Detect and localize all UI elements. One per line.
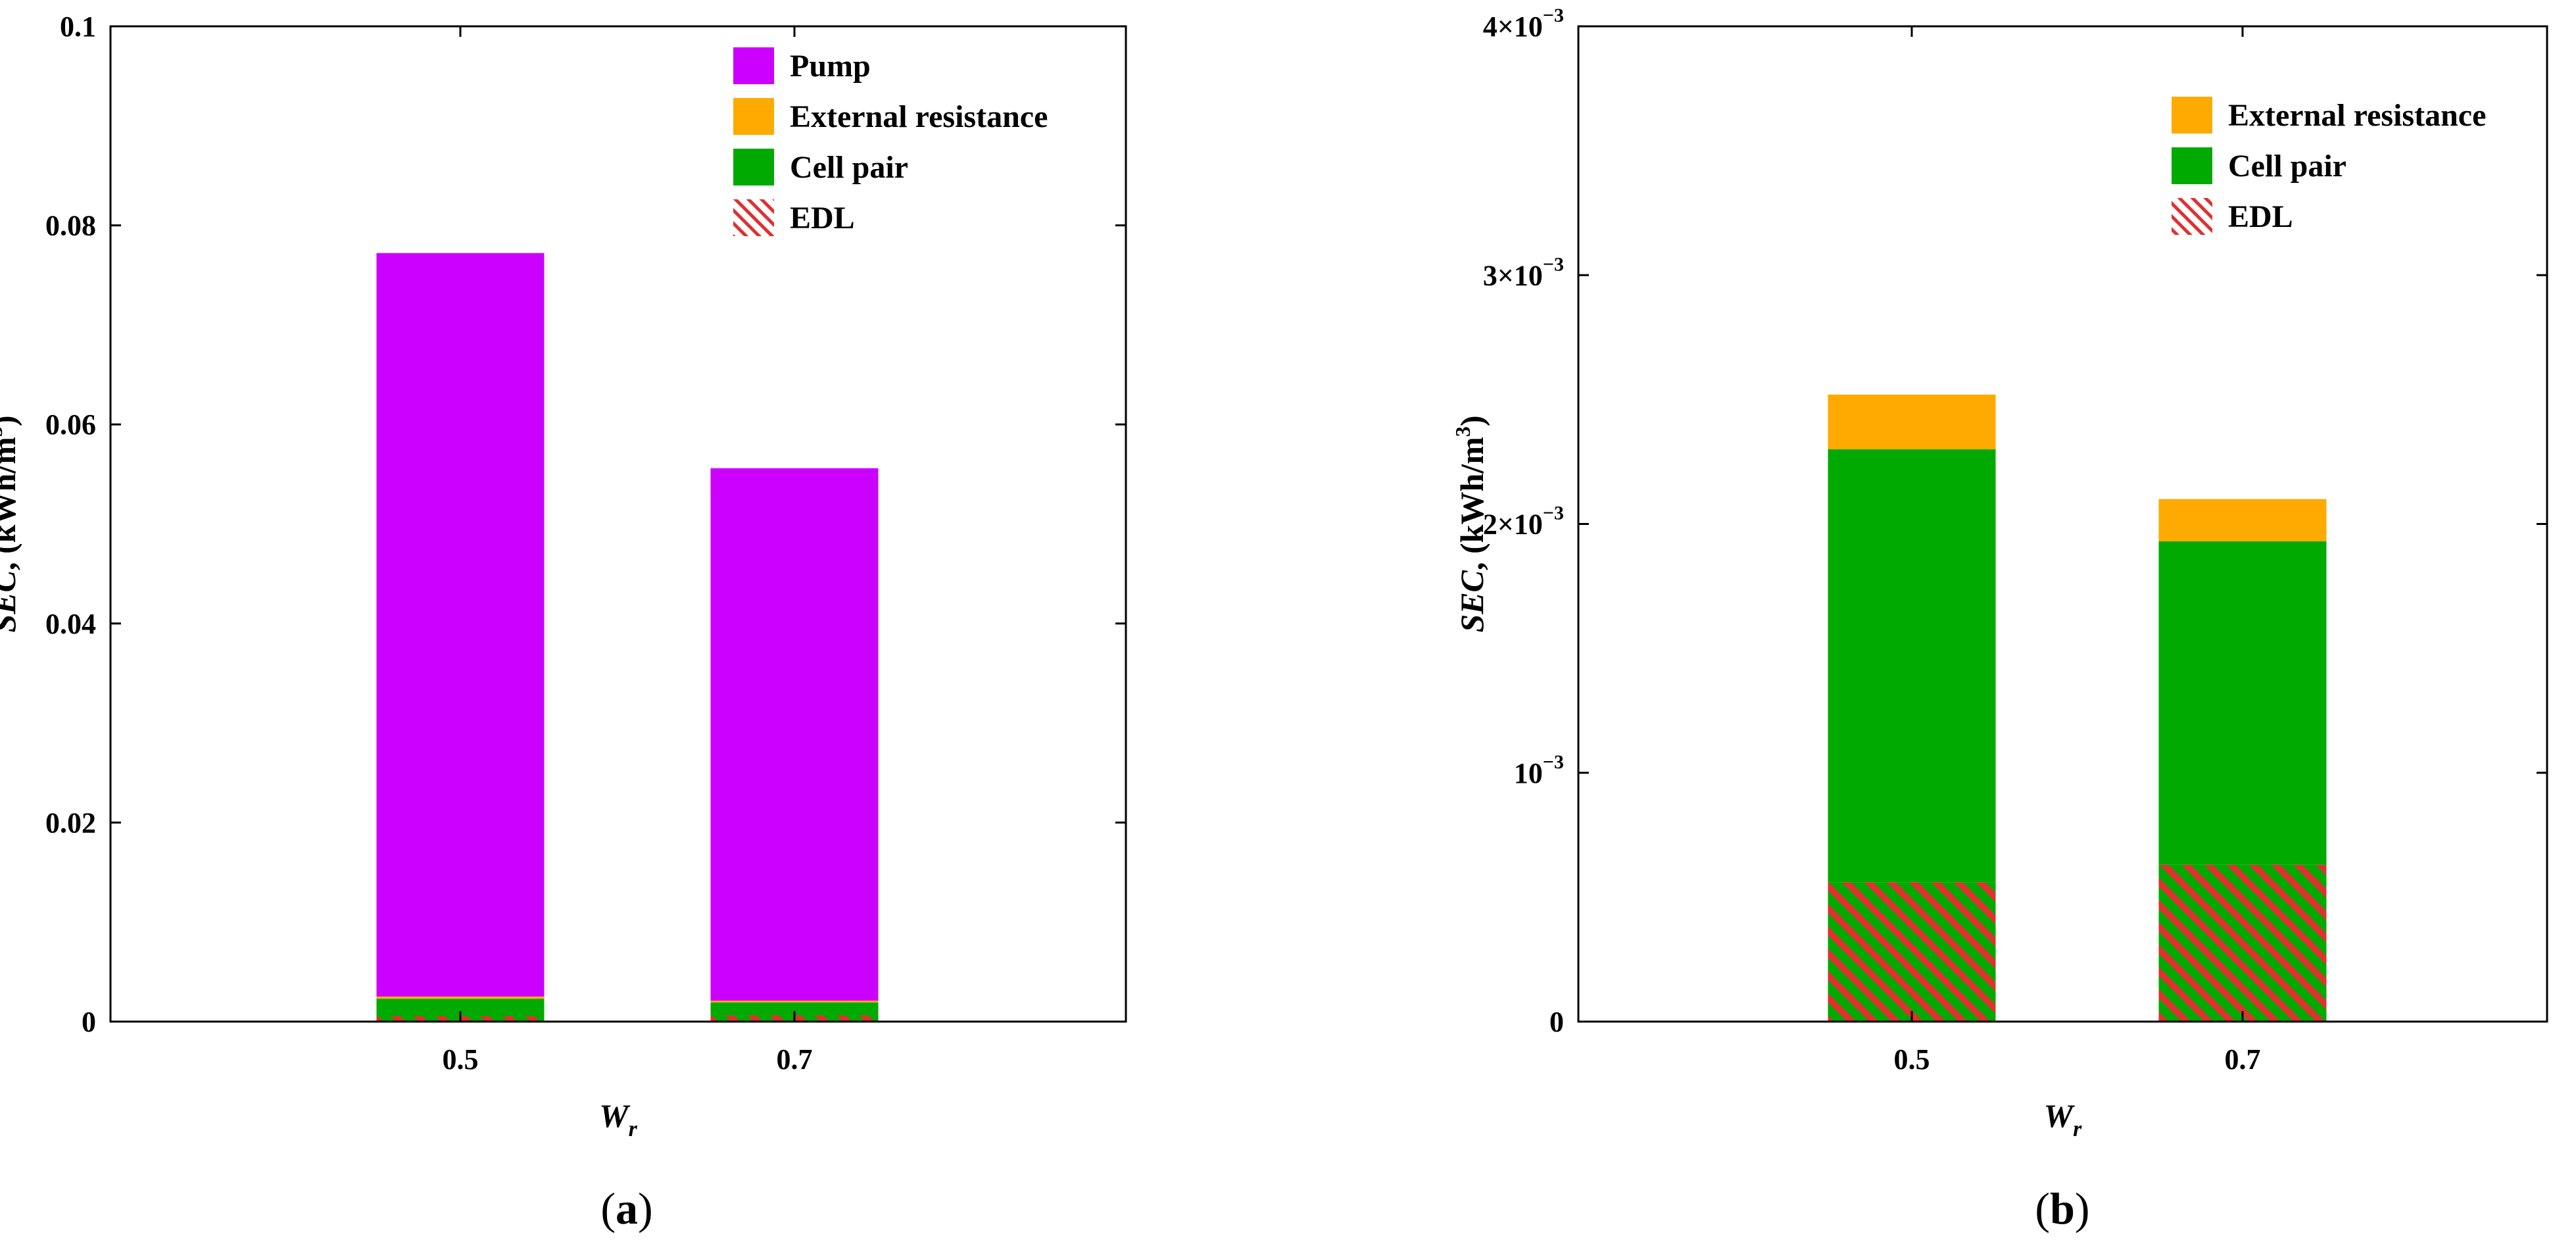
legend-swatch-b-edl [2172, 198, 2212, 235]
plot-frame-a [109, 25, 1127, 1023]
plot-frame-b [1577, 25, 2548, 1023]
legend-label-a-pump: Pump [790, 49, 871, 84]
y-tick-label-a: 0.04 [45, 608, 96, 640]
bar-b-cell-pair-0-5 [1828, 449, 1996, 883]
panel-label-a: (a) [600, 1183, 652, 1233]
bar-b-edl-0-7 [2158, 864, 2327, 1022]
legend-label-b-external-resistance: External resistance [2228, 98, 2486, 133]
bar-a-cell-pair-0-7 [710, 1002, 879, 1016]
y-axis-title-a: SEC, (kWh/m3) [0, 416, 22, 633]
legend-swatch-a-pump [733, 47, 774, 84]
y-tick-label-a: 0 [82, 1006, 96, 1038]
legend-label-a-external-resistance: External resistance [790, 99, 1048, 134]
bar-a-pump-0-7 [710, 468, 879, 1001]
y-tick-label-b: 0 [1549, 1006, 1564, 1038]
x-axis-title-a: Wr [599, 1097, 637, 1141]
y-axis-title-b: SEC, (kWh/m3) [1451, 416, 1490, 633]
y-tick-label-b: 4×10−3 [1483, 5, 1564, 43]
legend-swatch-a-external-resistance [733, 98, 774, 135]
panel-label-b: (b) [2035, 1183, 2089, 1233]
x-tick-label-a-0-5: 0.5 [443, 1043, 479, 1076]
chart-panel-b: 0 10−3 2×10−3 3×10−3 4×10−3 0.5 0.7 Wr SEC, (kWh… [1451, 5, 2548, 1141]
y-tick-label-a: 0.08 [45, 210, 96, 242]
bar-a-external-resistance-0-7 [710, 1001, 879, 1003]
y-tick-label-b: 3×10−3 [1483, 253, 1564, 291]
legend-swatch-a-edl [733, 199, 774, 236]
x-tick-label-a-0-7: 0.7 [777, 1043, 813, 1076]
y-tick-label-a: 0.02 [45, 806, 96, 839]
x-tick-label-b-0-5: 0.5 [1894, 1043, 1930, 1076]
bar-b-edl-0-5 [1828, 882, 1996, 1022]
x-axis-title-b: Wr [2044, 1097, 2082, 1141]
legend-swatch-a-cell-pair [733, 149, 774, 186]
y-tick-label-b: 10−3 [1514, 751, 1564, 789]
bar-a-external-resistance-0-5 [376, 996, 545, 999]
bar-b-external-resistance-0-5 [1828, 394, 1996, 450]
bar-a-pump-0-5 [376, 253, 545, 997]
y-tick-label-a: 0.06 [45, 409, 96, 441]
legend-label-b-edl: EDL [2228, 199, 2293, 234]
y-tick-label-a: 0.1 [60, 11, 96, 43]
y-tick-label-b: 2×10−3 [1483, 503, 1564, 541]
x-tick-label-b-0-7: 0.7 [2225, 1043, 2261, 1076]
legend-swatch-b-cell-pair [2172, 147, 2212, 184]
legend-label-b-cell-pair: Cell pair [2228, 149, 2346, 184]
chart-panel-a: 0 0.02 0.04 0.06 0.08 0.1 0.5 0.7 Wr SEC, (kWh/m3… [0, 11, 1127, 1141]
legend-label-a-edl: EDL [790, 201, 855, 236]
legend-label-a-cell-pair: Cell pair [790, 150, 908, 185]
bar-b-cell-pair-0-7 [2158, 541, 2327, 865]
legend-swatch-b-external-resistance [2172, 97, 2212, 134]
bar-b-external-resistance-0-7 [2158, 499, 2327, 541]
